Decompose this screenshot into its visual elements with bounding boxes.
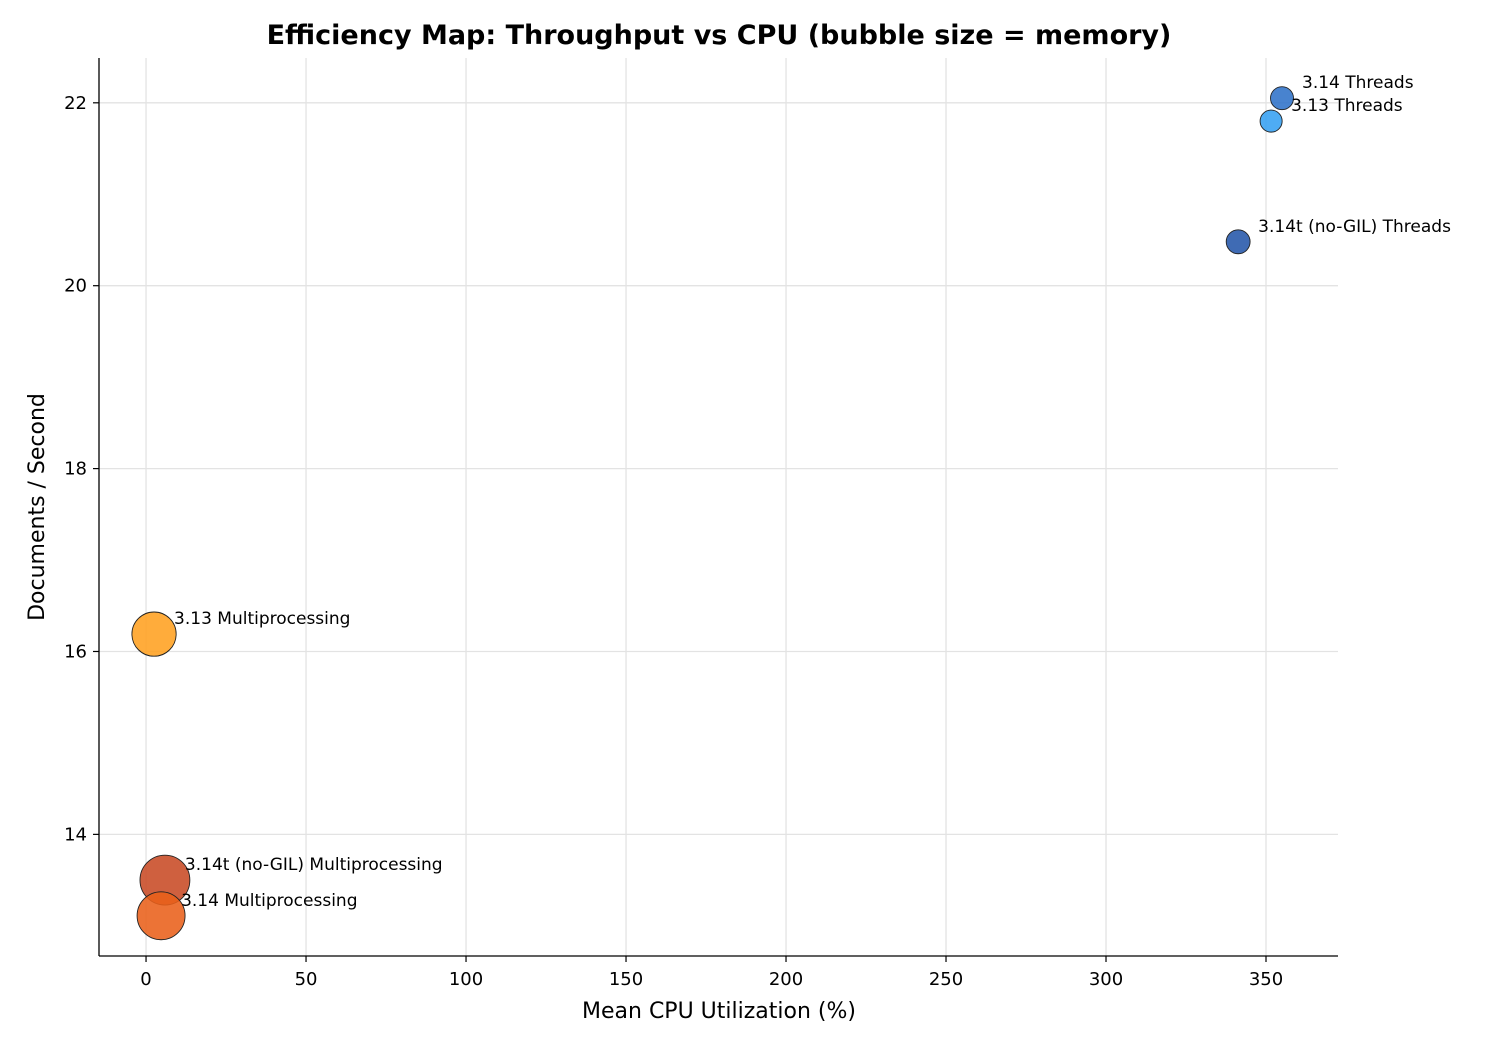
y-axis-label: Documents / Second — [25, 393, 50, 621]
grid — [99, 58, 1338, 956]
points: 3.14 Threads 3.13 Threads 3.14t (no-GIL) T… — [131, 73, 1451, 941]
bubble-label: 3.14t (no-GIL) Threads — [1258, 217, 1451, 237]
x-tick-label: 200 — [769, 969, 803, 990]
x-tick-label: 0 — [140, 969, 151, 990]
chart-title: Efficiency Map: Throughput vs CPU (bubbl… — [267, 20, 1172, 51]
x-axis-label: Mean CPU Utilization (%) — [582, 999, 856, 1024]
bubble — [131, 611, 177, 657]
x-tick-label: 250 — [929, 969, 963, 990]
y-tick-label: 18 — [64, 459, 87, 480]
y-tick-label: 22 — [64, 93, 87, 114]
x-tick-label: 100 — [449, 969, 483, 990]
bubble — [1225, 229, 1251, 255]
bubble-label: 3.14t (no-GIL) Multiprocessing — [185, 855, 443, 875]
y-tick-label: 14 — [64, 824, 87, 845]
bubble-label: 3.14 Multiprocessing — [181, 891, 357, 911]
bubble-label: 3.13 Multiprocessing — [174, 609, 350, 629]
y-tick-label: 16 — [64, 641, 87, 662]
y-ticks: 14 16 18 20 22 — [64, 93, 99, 845]
x-ticks: 0 50 100 150 200 250 300 350 — [140, 956, 1283, 990]
bubble-label: 3.13 Threads — [1291, 96, 1403, 116]
x-tick-label: 300 — [1089, 969, 1123, 990]
y-tick-label: 20 — [64, 276, 87, 297]
x-tick-label: 150 — [609, 969, 643, 990]
bubble — [1259, 109, 1283, 133]
x-tick-label: 50 — [295, 969, 318, 990]
x-tick-label: 350 — [1249, 969, 1283, 990]
bubble — [136, 891, 186, 941]
bubble-label: 3.14 Threads — [1302, 73, 1414, 93]
bubble — [1270, 86, 1294, 111]
